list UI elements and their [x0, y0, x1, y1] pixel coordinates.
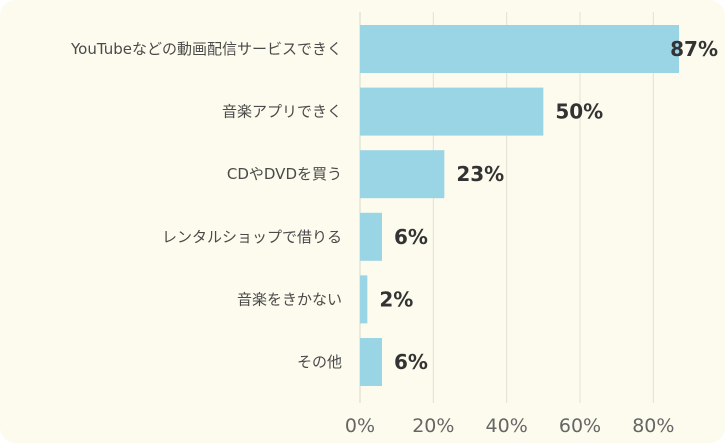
category-label: YouTubeなどの動画配信サービスできく	[70, 40, 342, 58]
category-label: 音楽をきかない	[237, 290, 342, 308]
value-label: 6%	[394, 350, 428, 374]
grid-lines	[359, 12, 654, 403]
category-label: CDやDVDを買う	[227, 165, 342, 183]
x-tick-label: 80%	[632, 415, 674, 437]
value-label: 2%	[379, 287, 413, 311]
value-labels: 87% 50% 23% 6% 2% 6%	[379, 37, 718, 374]
bars	[360, 25, 679, 386]
value-label: 6%	[394, 225, 428, 249]
value-label: 87%	[670, 37, 718, 61]
category-label: 音楽アプリできく	[222, 103, 342, 121]
x-tick-label: 60%	[559, 415, 601, 437]
x-tick-label: 20%	[412, 415, 454, 437]
x-tick-label: 40%	[486, 415, 528, 437]
category-label: その他	[297, 353, 342, 371]
x-tick-label: 0%	[345, 415, 375, 437]
bar-4	[360, 275, 368, 324]
bar-0	[360, 25, 679, 73]
value-label: 23%	[456, 162, 504, 186]
bar-2	[360, 150, 445, 199]
bar-1	[360, 87, 544, 136]
category-label: レンタルショップで借りる	[162, 228, 342, 246]
x-axis-tick-labels: 0% 20% 40% 60% 80%	[345, 415, 675, 437]
bar-3	[360, 212, 382, 261]
value-label: 50%	[555, 100, 603, 124]
bar-5	[360, 338, 382, 386]
